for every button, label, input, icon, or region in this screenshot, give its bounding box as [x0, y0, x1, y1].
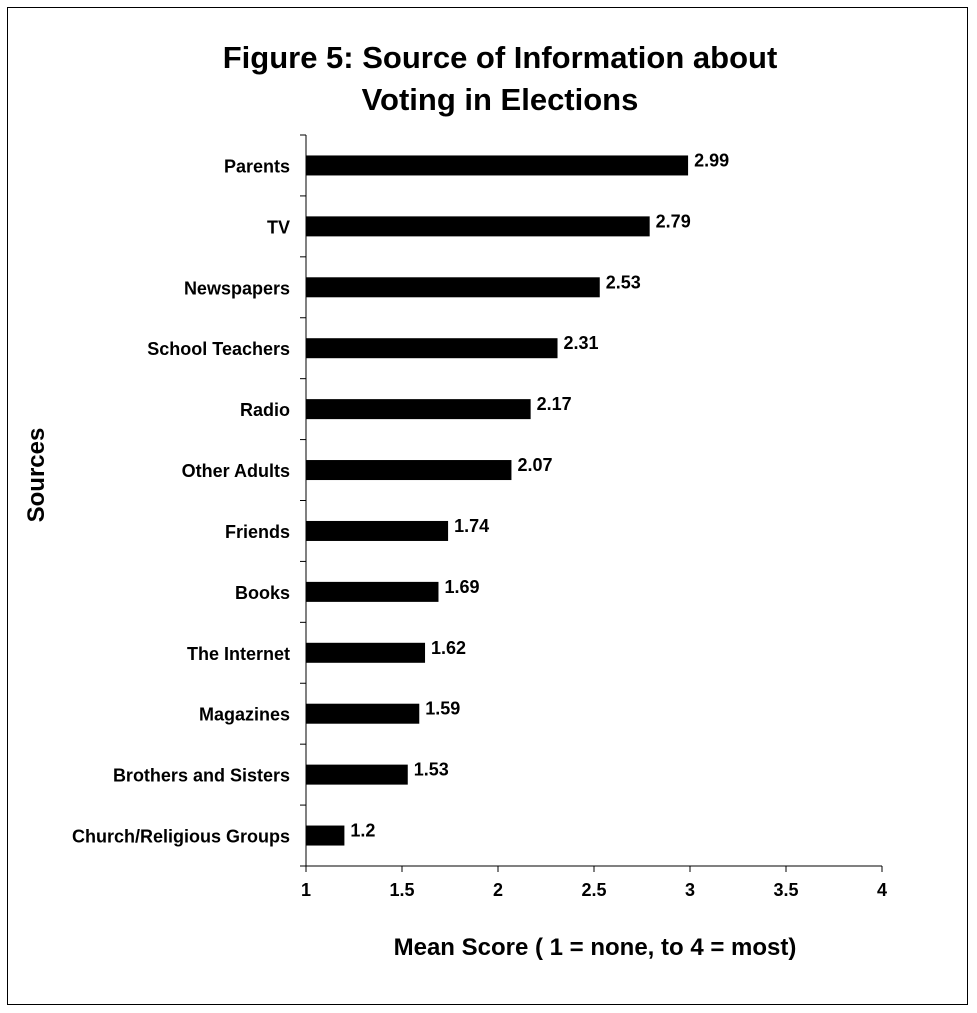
category-label: Books [235, 583, 290, 603]
data-label: 2.99 [694, 150, 729, 170]
bar [306, 764, 408, 785]
x-tick-label: 2.5 [581, 880, 606, 900]
chart-title-line-1: Figure 5: Source of Information about [223, 40, 778, 75]
chart-frame [7, 7, 968, 1005]
bar [306, 216, 650, 237]
data-label: 2.53 [606, 272, 641, 292]
x-tick-label: 2 [493, 880, 503, 900]
category-label: Parents [224, 156, 290, 176]
category-label: Brothers and Sisters [113, 766, 290, 786]
data-label: 2.17 [537, 394, 572, 414]
category-label: Newspapers [184, 278, 290, 298]
category-label: Church/Religious Groups [72, 827, 290, 847]
category-label: Radio [240, 400, 290, 420]
bar [306, 642, 426, 663]
category-label: Magazines [199, 705, 290, 725]
x-axis-title: Mean Score ( 1 = none, to 4 = most) [394, 934, 797, 961]
category-label: School Teachers [147, 339, 290, 359]
bar [306, 581, 439, 602]
x-tick-label: 4 [877, 880, 887, 900]
category-label: Friends [225, 522, 290, 542]
category-label: Other Adults [182, 461, 290, 481]
data-label: 1.53 [414, 760, 449, 780]
bar [306, 703, 420, 724]
bar [306, 338, 558, 359]
data-label: 1.59 [425, 699, 460, 719]
x-tick-label: 1 [301, 880, 311, 900]
x-tick-label: 3 [685, 880, 695, 900]
bar [306, 520, 449, 541]
data-label: 2.31 [564, 333, 599, 353]
data-label: 2.79 [656, 211, 691, 231]
bar [306, 277, 600, 298]
data-label: 1.2 [350, 821, 375, 841]
data-label: 1.62 [431, 638, 466, 658]
category-label: The Internet [187, 644, 290, 664]
category-label: TV [267, 217, 290, 237]
chart-title-line-2: Voting in Elections [362, 82, 639, 117]
y-axis-title: Sources [23, 428, 50, 523]
bar [306, 399, 531, 420]
data-label: 1.69 [444, 577, 479, 597]
x-tick-label: 3.5 [773, 880, 798, 900]
x-tick-label: 1.5 [389, 880, 414, 900]
bar [306, 825, 345, 846]
data-label: 2.07 [517, 455, 552, 475]
bar [306, 460, 512, 481]
bar [306, 155, 689, 176]
data-label: 1.74 [454, 516, 489, 536]
